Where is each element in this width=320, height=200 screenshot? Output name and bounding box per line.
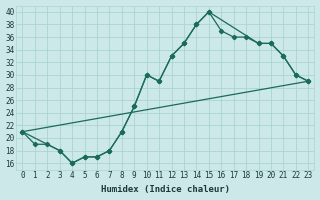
X-axis label: Humidex (Indice chaleur): Humidex (Indice chaleur) — [101, 185, 230, 194]
